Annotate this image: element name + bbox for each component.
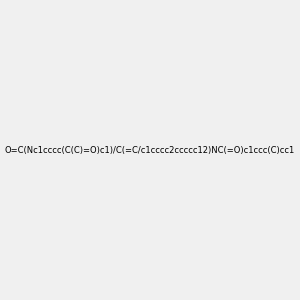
- Text: O=C(Nc1cccc(C(C)=O)c1)/C(=C/c1cccc2ccccc12)NC(=O)c1ccc(C)cc1: O=C(Nc1cccc(C(C)=O)c1)/C(=C/c1cccc2ccccc…: [5, 146, 295, 154]
